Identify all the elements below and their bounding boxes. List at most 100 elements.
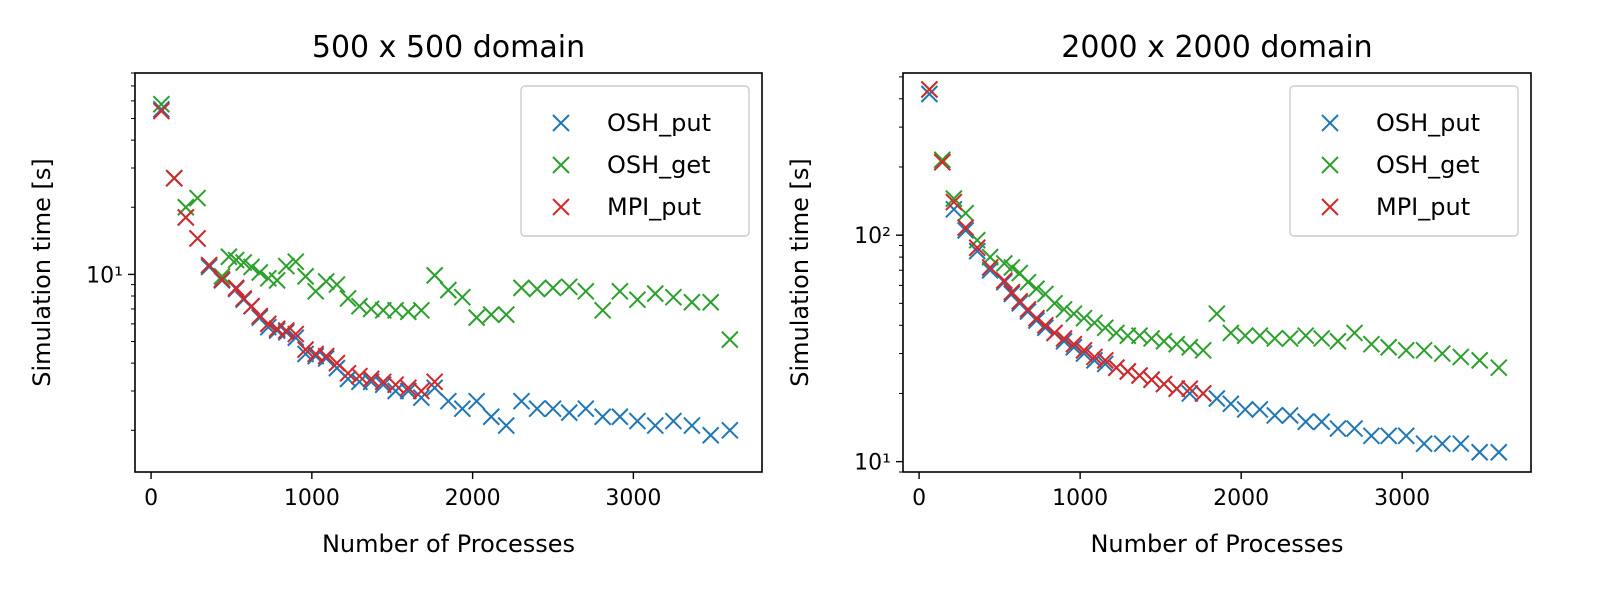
data-point [512,279,531,297]
data-point [1345,419,1364,438]
data-point [328,275,346,294]
data-point [268,271,286,290]
data-point [560,403,578,422]
data-point [611,408,629,426]
data-point [702,293,720,311]
data-point [981,258,999,277]
data-point [1155,375,1173,393]
data-point [956,218,975,237]
legend-label: OSH_put [1376,109,1480,137]
data-point [1019,273,1037,291]
data-point [177,208,195,227]
x-tick-label: 1000 [1052,486,1108,511]
data-point [1281,406,1299,425]
data-point [1236,400,1254,419]
data-point [165,169,183,187]
data-point [560,278,578,296]
legend-marker [552,114,570,132]
data-point [317,272,335,291]
data-point [544,279,562,297]
data-point [683,293,701,311]
data-point [920,85,939,103]
data-point [482,305,500,324]
data-point [1119,362,1137,381]
data-point [1251,326,1269,345]
data-point [399,382,418,400]
data-point [721,330,739,349]
data-point [995,273,1013,291]
data-point [350,367,369,385]
data-point [1142,371,1161,389]
data-point [1222,324,1240,342]
data-point [933,151,951,169]
data-point [467,308,486,327]
data-point [1181,338,1199,356]
data-point [1452,348,1470,366]
data-point [1194,384,1212,403]
data-point [287,253,305,271]
data-point [1345,324,1364,342]
data-point [1362,335,1381,353]
data-point [287,329,305,347]
data-point [339,289,357,308]
data-point [1194,341,1212,360]
data-point [1027,311,1046,330]
data-point [287,325,305,343]
data-point [611,282,629,300]
data-point [1312,413,1331,431]
legend-label: OSH_put [607,109,711,137]
data-point [528,280,546,298]
data-point [350,297,369,315]
data-point [544,399,562,418]
data-point [1181,379,1199,398]
data-point [577,282,595,300]
legend-marker [552,156,570,174]
data-point [1096,319,1114,337]
data-point [945,189,963,208]
data-point [213,267,231,286]
data-point [920,80,939,99]
data-point [188,189,207,207]
data-point [1168,379,1186,398]
data-point [1433,344,1451,363]
data-point [593,301,612,320]
data-point [1297,413,1315,431]
data-point [453,288,472,306]
data-point [1142,329,1161,348]
data-point [1085,348,1104,366]
data-point [1452,434,1470,453]
data-point [439,281,458,299]
data-point [528,399,546,418]
data-point [956,221,975,240]
data-point [213,270,231,289]
data-point [1297,326,1315,345]
data-point [1379,338,1398,356]
data-point [1107,358,1126,377]
x-axis-label: Number of Processes [1090,530,1343,558]
data-point [1075,341,1093,360]
data-point [646,416,664,435]
data-point [425,379,444,397]
data-point [399,379,418,397]
data-point [152,100,171,118]
data-point [188,229,207,248]
data-point [152,102,171,120]
data-point [1045,294,1064,313]
chart-title: 500 x 500 domain [312,30,585,65]
data-point [482,408,500,426]
data-point [1470,351,1489,370]
data-point [453,399,472,418]
data-point [1329,419,1347,438]
data-point [277,321,295,340]
legend-label: OSH_get [1376,151,1480,179]
data-point [1312,329,1331,348]
x-tick-label: 3000 [1374,486,1430,511]
data-point [1236,326,1254,345]
x-tick-label: 0 [912,486,926,511]
legend-marker [1321,156,1339,174]
data-point [234,253,253,272]
legend-marker [1321,198,1339,216]
data-point [512,392,531,410]
